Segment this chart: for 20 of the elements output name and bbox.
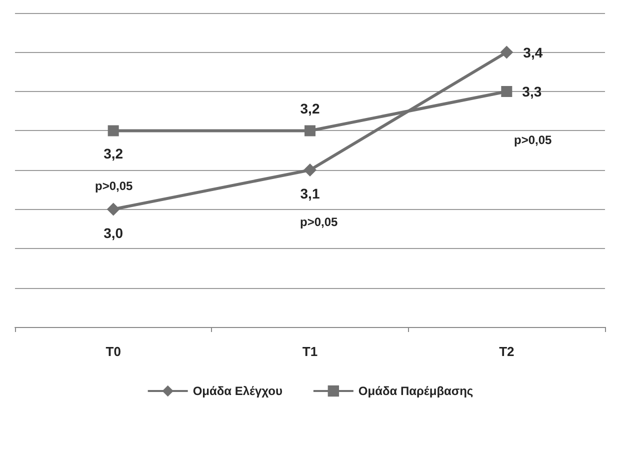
point	[304, 164, 316, 176]
annotation: p>0,05	[95, 179, 134, 193]
x-tick-label: T2	[499, 344, 514, 359]
data-label: 3,1	[300, 186, 320, 202]
annotation: p>0,05	[514, 133, 552, 147]
data-label: 3,2	[300, 100, 320, 116]
x-tick-label: T0	[106, 344, 121, 359]
point	[108, 125, 119, 136]
point	[500, 46, 514, 59]
data-label: 3,0	[104, 224, 124, 241]
annotation: p>0,05	[300, 215, 338, 229]
legend-label: Ομάδα Ελέγχου	[192, 384, 282, 398]
data-label: 3,2	[104, 145, 124, 162]
point	[304, 125, 316, 136]
x-tick-label: T1	[302, 344, 318, 359]
data-label: 3,4	[523, 44, 543, 60]
legend-label: Ομάδα Παρέμβασης	[358, 384, 474, 398]
point	[501, 86, 512, 97]
point	[106, 202, 120, 216]
data-label: 3,3	[522, 84, 542, 100]
